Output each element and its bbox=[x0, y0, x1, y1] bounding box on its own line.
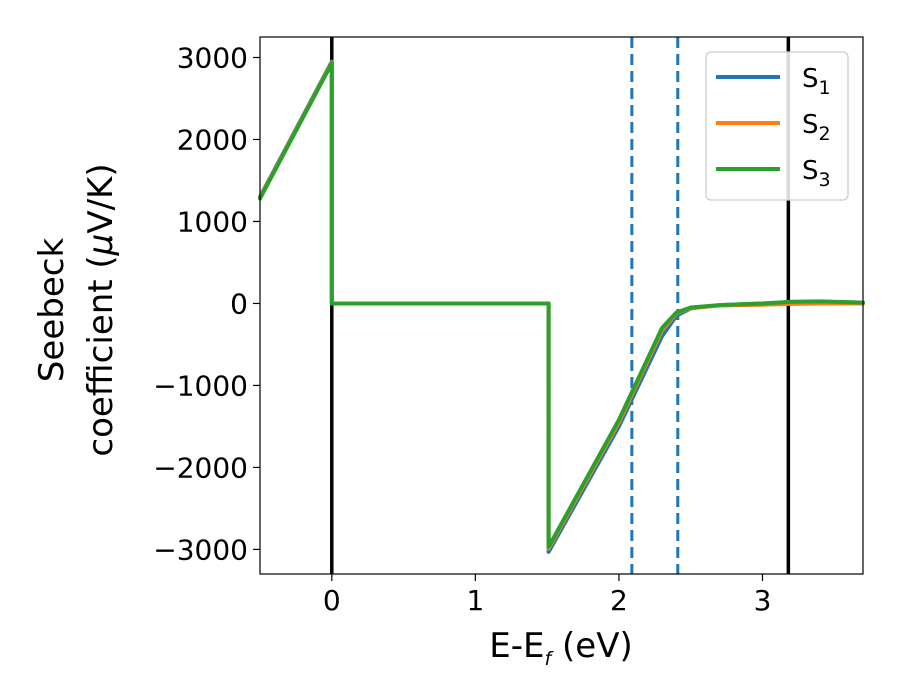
legend-label-3: S3 bbox=[802, 156, 831, 191]
legend-label-main: S bbox=[802, 156, 819, 186]
y-axis-label-line2-main: coefficient ( bbox=[81, 255, 121, 456]
y-tick-label: 1000 bbox=[177, 205, 248, 238]
y-axis-label-line1: Seebeck bbox=[32, 238, 72, 383]
series-line-3 bbox=[258, 61, 865, 549]
legend-label-main: S bbox=[802, 64, 819, 94]
plot-frame bbox=[259, 36, 864, 575]
series-lines bbox=[258, 59, 865, 554]
y-axis-label-line2: coefficient (μV/K) bbox=[81, 163, 121, 456]
x-tick-label: 2 bbox=[610, 584, 628, 617]
x-axis-label-unit: (eV) bbox=[562, 626, 633, 666]
x-tick-label: 3 bbox=[754, 584, 772, 617]
legend-box bbox=[705, 51, 849, 201]
y-tick-label: 0 bbox=[230, 287, 248, 320]
x-axis-label-spacer bbox=[551, 626, 562, 666]
y-tick-label: 2000 bbox=[177, 123, 248, 156]
legend-label-main: S bbox=[802, 110, 819, 140]
y-tick-label: −3000 bbox=[153, 533, 248, 566]
y-axis-label-mu: μ bbox=[81, 234, 121, 257]
x-tick-label: 0 bbox=[323, 584, 341, 617]
x-axis-ticks: 0 1 2 3 bbox=[323, 574, 772, 617]
legend-label-sub: 2 bbox=[819, 123, 831, 145]
x-axis-label-sub: f bbox=[545, 648, 555, 670]
y-axis-ticks: 3000 2000 1000 0 −1000 −2000 −3000 bbox=[153, 41, 260, 566]
legend-label-2: S2 bbox=[802, 110, 831, 145]
y-tick-label: 3000 bbox=[177, 41, 248, 74]
y-axis-label-unit: V/K) bbox=[81, 163, 121, 233]
legend-label-sub: 1 bbox=[819, 77, 831, 99]
y-tick-label: −1000 bbox=[153, 369, 248, 402]
x-axis-label: E-Ef (eV) bbox=[489, 626, 632, 670]
x-tick-label: 1 bbox=[466, 584, 484, 617]
legend-label-1: S1 bbox=[802, 64, 831, 99]
y-tick-label: −2000 bbox=[153, 451, 248, 484]
x-axis-label-main: E-E bbox=[489, 626, 544, 666]
legend-label-sub: 3 bbox=[819, 169, 831, 191]
